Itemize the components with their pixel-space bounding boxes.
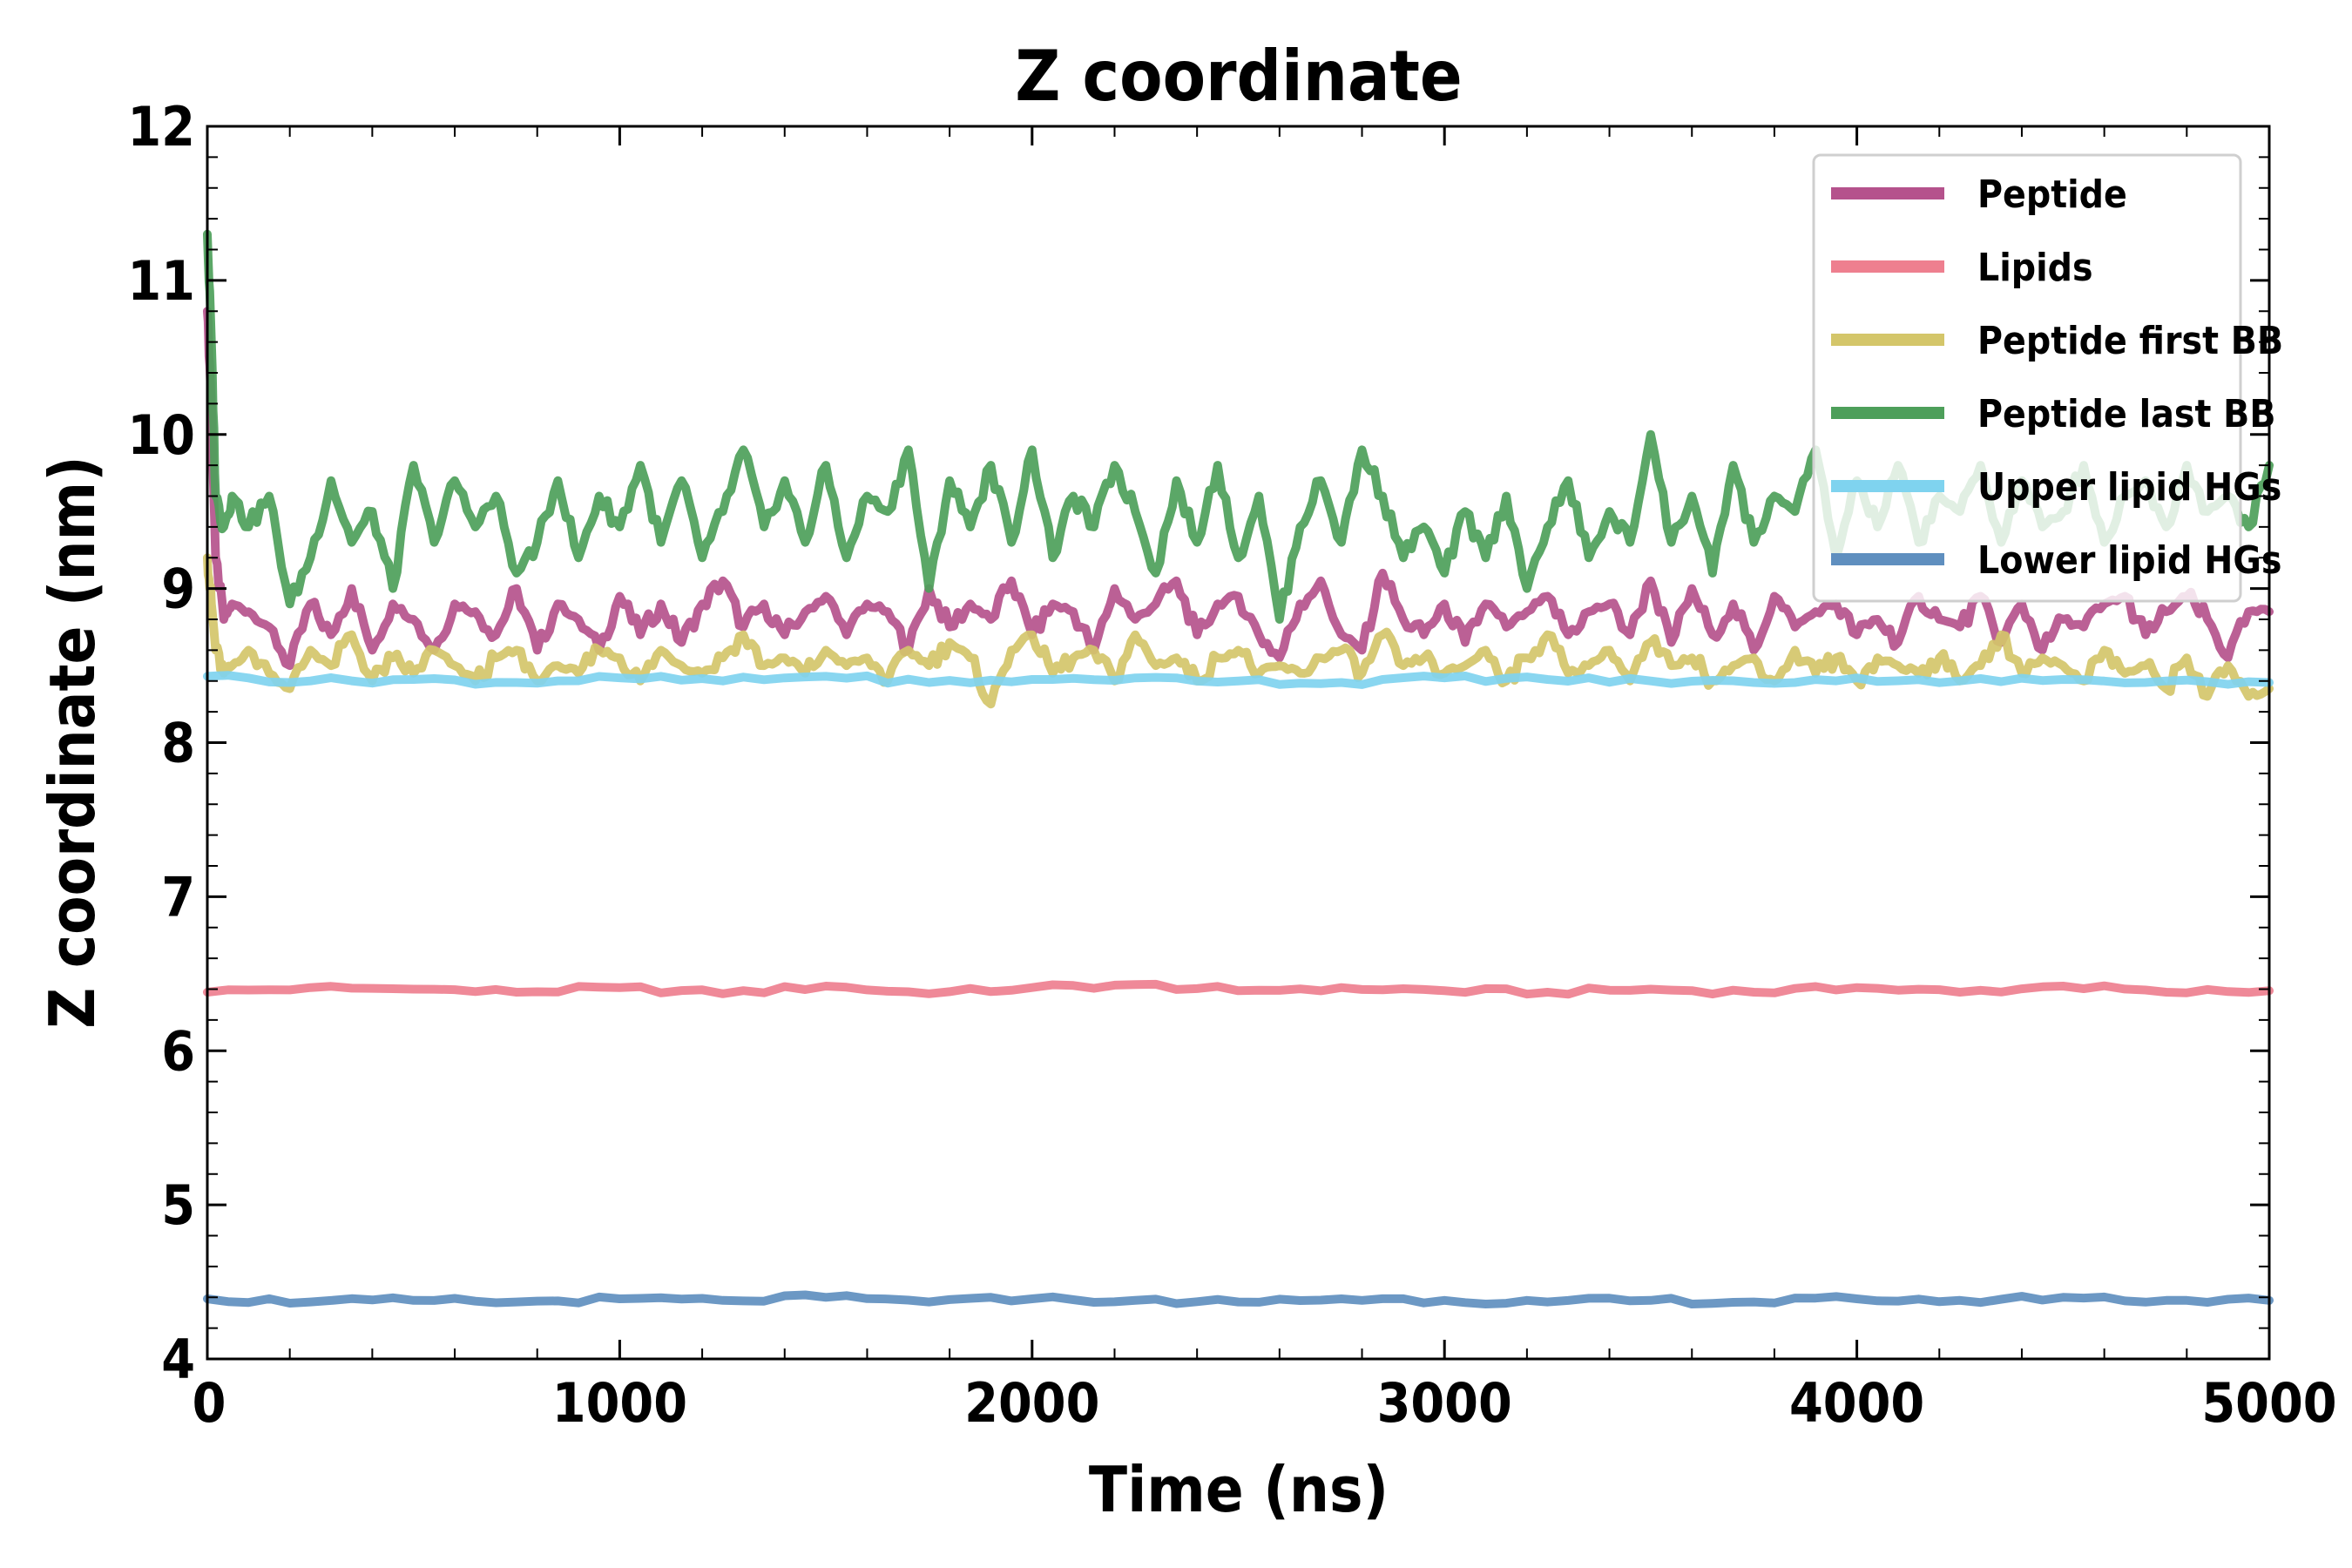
tick-labels: 0 1000 2000 3000 4000 5000 4 5 6 7 8 9 10 11 12 xyxy=(127,95,2336,1435)
x-tick-label: 0 xyxy=(193,1371,226,1435)
x-tick-label: 2000 xyxy=(964,1371,1099,1435)
legend-label: Lipids xyxy=(1977,246,2093,290)
y-tick-label: 7 xyxy=(161,865,195,929)
y-tick-label: 8 xyxy=(161,712,195,775)
x-tick-label: 3000 xyxy=(1377,1371,1512,1435)
y-tick-label: 4 xyxy=(161,1328,195,1391)
y-tick-label: 11 xyxy=(127,249,195,313)
y-tick-label: 10 xyxy=(127,403,195,467)
legend-box xyxy=(1812,153,2242,603)
y-tick-label: 12 xyxy=(127,95,195,159)
legend-label: Upper lipid HGs xyxy=(1977,465,2281,510)
y-tick-label: 6 xyxy=(161,1019,195,1083)
series-line-4 xyxy=(203,671,2274,689)
y-tick-label: 5 xyxy=(161,1173,195,1237)
legend-label: Peptide last BB xyxy=(1977,392,2276,436)
legend-label: Peptide xyxy=(1977,172,2127,217)
chart-title: Z coordinate xyxy=(1015,36,1463,117)
legend-label: Lower lipid HGs xyxy=(1977,538,2281,583)
series-line-1 xyxy=(203,979,2274,999)
axis-ticks xyxy=(206,125,2271,1361)
x-tick-label: 4000 xyxy=(1789,1371,1924,1435)
x-tick-label: 5000 xyxy=(2201,1371,2336,1435)
legend: Peptide Lipids Peptide first BB Peptide las… xyxy=(1812,153,2283,603)
series-line-5 xyxy=(203,1290,2274,1308)
y-tick-label: 9 xyxy=(161,558,195,621)
y-axis-label: Z coordinate (nm) xyxy=(36,456,109,1029)
legend-label: Peptide first BB xyxy=(1977,319,2283,363)
x-tick-label: 1000 xyxy=(552,1371,687,1435)
x-axis-label: Time (ns) xyxy=(1089,1453,1389,1526)
